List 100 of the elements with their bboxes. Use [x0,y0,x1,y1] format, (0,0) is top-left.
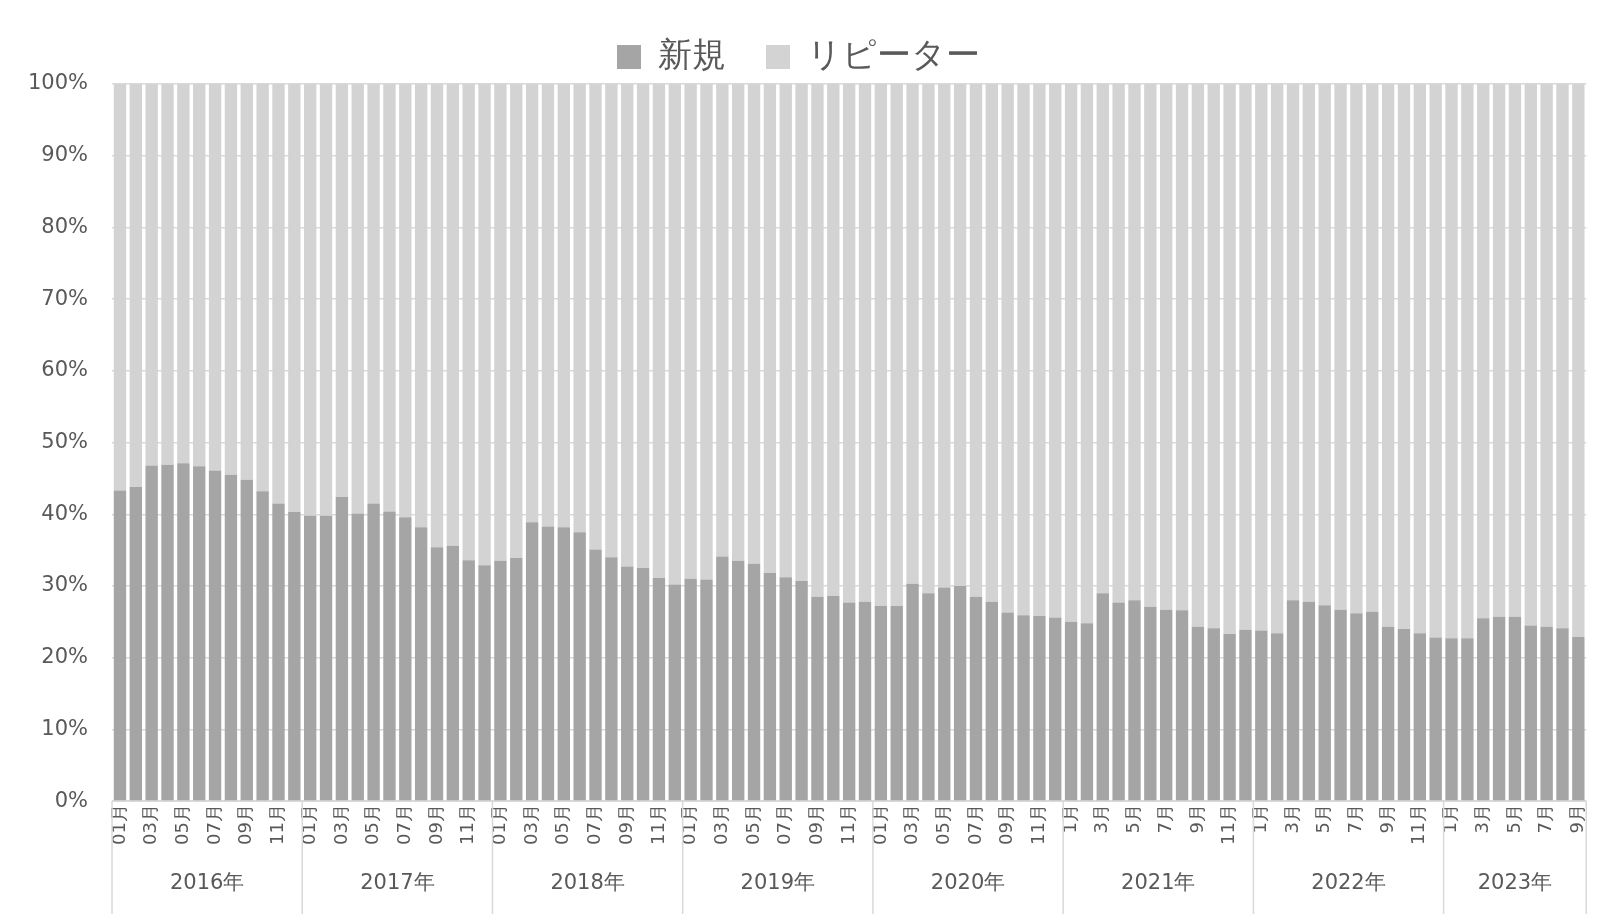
y-tick-label: 10% [41,715,89,740]
x-tick-label: 07月 [202,804,224,845]
bar [1508,616,1522,801]
x-tick-label: 03月 [710,804,732,845]
bar [1223,634,1236,801]
bar [906,583,919,801]
x-tick-label: 05月 [361,804,383,845]
bar [605,557,618,801]
x-tick-label: 03月 [139,804,161,845]
bar [177,463,190,801]
bar [1096,593,1109,801]
bar [1255,630,1268,801]
bar [414,527,428,801]
bar [1429,637,1442,801]
y-tick-label: 100% [27,70,89,95]
bar [1160,609,1173,801]
x-tick-label: 05月 [741,804,763,845]
bar [1318,605,1331,801]
bar [1286,600,1300,801]
bar [827,596,840,801]
bar [779,577,792,801]
bar [700,579,713,801]
y-tick-label: 80% [41,213,89,238]
x-tick-label: 09月 [234,804,256,845]
text: 2017年 [360,870,435,895]
x-tick-label: 01月 [868,804,890,845]
x-tick-label: 9月 [1375,804,1397,834]
bar [763,573,777,801]
bar [224,474,238,801]
bar [240,479,253,801]
bar [208,470,222,801]
bar [256,491,269,801]
bar [510,558,523,801]
bar [953,585,967,801]
x-tick-label: 11月 [836,804,858,845]
bar [145,465,158,801]
y-tick-label: 90% [41,142,89,167]
x-tick-label: 09月 [805,804,827,845]
y-tick-label: 50% [41,429,89,453]
bar [1064,621,1078,801]
bar [1477,618,1490,801]
bar [589,549,602,801]
y-tick-label: 70% [41,285,89,310]
y-tick-label: 0% [54,787,89,812]
text: 2020年 [930,870,1006,895]
bar [747,563,761,801]
x-tick-label: 09月 [614,804,636,845]
bar [1191,626,1205,801]
bar [858,601,872,801]
bar [1207,628,1220,801]
bar [367,503,380,801]
bar [1239,629,1252,801]
bar [621,566,634,801]
bar [288,512,301,801]
bar [1001,612,1014,801]
x-tick-label: 5月 [1312,804,1334,834]
x-tick-label: 07月 [773,804,795,845]
text: 2021年 [1121,870,1196,895]
bar [668,584,681,801]
x-tick-label: 07月 [963,804,985,845]
bar [1112,602,1125,801]
bar [319,515,333,801]
x-tick-label: 11月 [456,804,478,845]
x-tick-label: 01月 [107,804,129,845]
y-tick-label: 30% [41,572,89,597]
bar [1017,615,1030,801]
bar [335,497,349,801]
bar [494,560,507,801]
bar [1049,617,1062,801]
bar [969,596,983,801]
bar [1524,625,1537,801]
bar [811,596,824,801]
bar [399,517,412,801]
bar [1445,638,1458,801]
bar [890,606,903,801]
bar [446,545,460,801]
text: 2022年 [1311,870,1386,895]
x-tick-label: 5月 [1122,804,1144,834]
bar [652,578,666,801]
bar [732,560,745,801]
bar [795,580,808,801]
bar [1144,606,1157,801]
bar [304,515,317,801]
bar [1381,626,1395,801]
bar [1413,633,1427,801]
x-tick-label: 3月 [1280,804,1302,834]
x-tick-label: 9月 [1566,804,1588,834]
bar [1397,628,1411,801]
bar [1302,601,1316,801]
legend-label: 新規 [658,33,726,74]
x-tick-label: 7月 [1344,804,1366,834]
text: 2018年 [550,870,625,895]
text: 2023年 [1477,870,1553,895]
x-tick-label: 03月 [329,804,351,845]
x-tick-label: 11月 [266,804,288,845]
x-tick-label: 11月 [646,804,668,845]
y-tick-label: 40% [41,500,89,525]
bar [129,487,142,801]
bar [351,513,364,801]
bar [573,532,586,801]
